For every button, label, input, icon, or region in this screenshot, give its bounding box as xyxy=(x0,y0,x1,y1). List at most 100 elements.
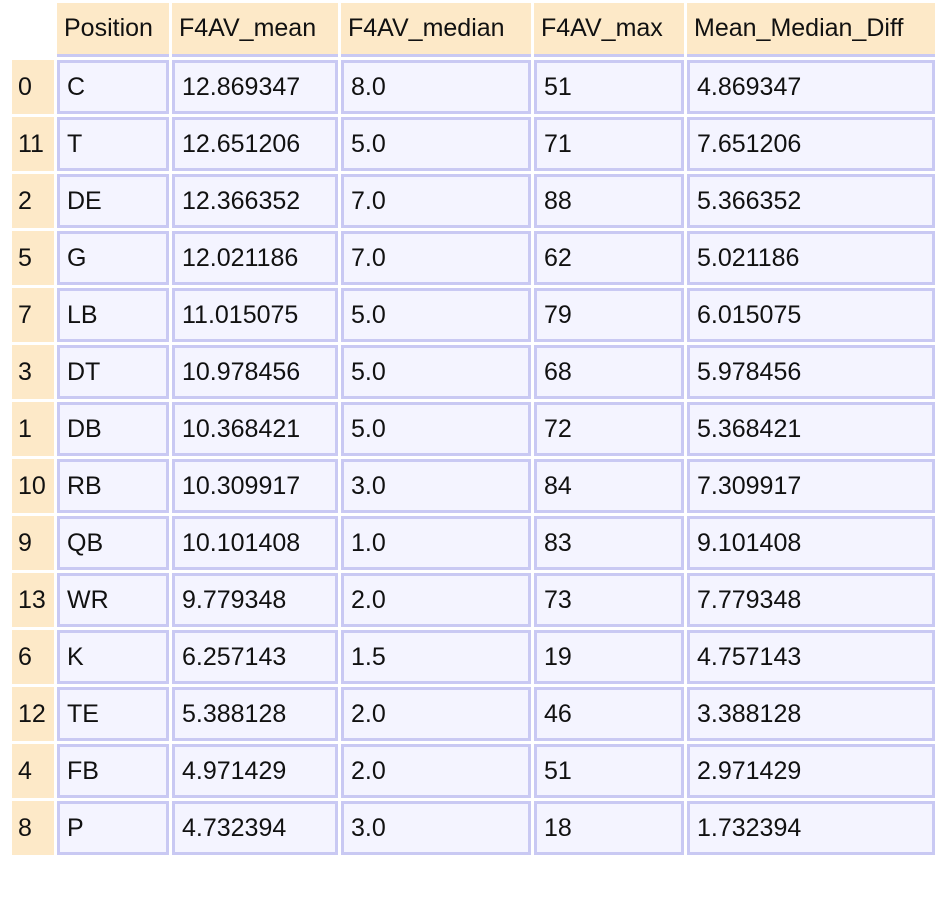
cell-f4av-median: 8.0 xyxy=(341,60,531,114)
row-index: 9 xyxy=(12,516,54,570)
cell-position: QB xyxy=(57,516,169,570)
table-row: 4 FB 4.971429 2.0 51 2.971429 xyxy=(12,744,935,798)
cell-mean-median-diff: 5.978456 xyxy=(687,345,935,399)
table-row: 7 LB 11.015075 5.0 79 6.015075 xyxy=(12,288,935,342)
cell-f4av-max: 83 xyxy=(534,516,684,570)
cell-f4av-max: 68 xyxy=(534,345,684,399)
cell-position: C xyxy=(57,60,169,114)
cell-f4av-median: 7.0 xyxy=(341,174,531,228)
cell-f4av-median: 2.0 xyxy=(341,744,531,798)
cell-f4av-max: 46 xyxy=(534,687,684,741)
cell-mean-median-diff: 7.651206 xyxy=(687,117,935,171)
cell-position: P xyxy=(57,801,169,855)
cell-position: RB xyxy=(57,459,169,513)
cell-mean-median-diff: 1.732394 xyxy=(687,801,935,855)
cell-f4av-median: 3.0 xyxy=(341,801,531,855)
cell-f4av-median: 2.0 xyxy=(341,573,531,627)
cell-position: FB xyxy=(57,744,169,798)
row-index: 0 xyxy=(12,60,54,114)
cell-position: DE xyxy=(57,174,169,228)
table-row: 6 K 6.257143 1.5 19 4.757143 xyxy=(12,630,935,684)
row-index: 4 xyxy=(12,744,54,798)
cell-f4av-mean: 12.869347 xyxy=(172,60,338,114)
header-row: Position F4AV_mean F4AV_median F4AV_max … xyxy=(12,3,935,57)
cell-f4av-median: 2.0 xyxy=(341,687,531,741)
cell-f4av-mean: 12.651206 xyxy=(172,117,338,171)
cell-position: T xyxy=(57,117,169,171)
table-row: 11 T 12.651206 5.0 71 7.651206 xyxy=(12,117,935,171)
cell-f4av-max: 51 xyxy=(534,60,684,114)
cell-f4av-max: 71 xyxy=(534,117,684,171)
row-index: 1 xyxy=(12,402,54,456)
cell-mean-median-diff: 5.021186 xyxy=(687,231,935,285)
cell-position: TE xyxy=(57,687,169,741)
column-header-f4av-median: F4AV_median xyxy=(341,3,531,57)
cell-mean-median-diff: 4.757143 xyxy=(687,630,935,684)
column-header-f4av-mean: F4AV_mean xyxy=(172,3,338,57)
row-index: 5 xyxy=(12,231,54,285)
cell-f4av-max: 72 xyxy=(534,402,684,456)
cell-mean-median-diff: 2.971429 xyxy=(687,744,935,798)
cell-f4av-median: 5.0 xyxy=(341,117,531,171)
cell-f4av-mean: 10.978456 xyxy=(172,345,338,399)
cell-f4av-mean: 5.388128 xyxy=(172,687,338,741)
cell-position: LB xyxy=(57,288,169,342)
cell-f4av-mean: 11.015075 xyxy=(172,288,338,342)
cell-f4av-mean: 10.368421 xyxy=(172,402,338,456)
row-index: 3 xyxy=(12,345,54,399)
row-index: 8 xyxy=(12,801,54,855)
row-index: 12 xyxy=(12,687,54,741)
cell-f4av-median: 5.0 xyxy=(341,345,531,399)
table-row: 3 DT 10.978456 5.0 68 5.978456 xyxy=(12,345,935,399)
cell-mean-median-diff: 7.309917 xyxy=(687,459,935,513)
cell-position: DT xyxy=(57,345,169,399)
cell-f4av-mean: 10.101408 xyxy=(172,516,338,570)
cell-mean-median-diff: 9.101408 xyxy=(687,516,935,570)
table-row: 5 G 12.021186 7.0 62 5.021186 xyxy=(12,231,935,285)
cell-f4av-mean: 9.779348 xyxy=(172,573,338,627)
cell-position: WR xyxy=(57,573,169,627)
cell-mean-median-diff: 4.869347 xyxy=(687,60,935,114)
cell-f4av-median: 5.0 xyxy=(341,402,531,456)
cell-f4av-mean: 6.257143 xyxy=(172,630,338,684)
table-row: 10 RB 10.309917 3.0 84 7.309917 xyxy=(12,459,935,513)
cell-f4av-max: 84 xyxy=(534,459,684,513)
table-body: 0 C 12.869347 8.0 51 4.869347 11 T 12.651206 5.0 7… xyxy=(12,60,935,855)
cell-f4av-mean: 12.366352 xyxy=(172,174,338,228)
cell-position: DB xyxy=(57,402,169,456)
cell-f4av-max: 18 xyxy=(534,801,684,855)
table-row: 2 DE 12.366352 7.0 88 5.366352 xyxy=(12,174,935,228)
cell-f4av-median: 5.0 xyxy=(341,288,531,342)
cell-f4av-mean: 10.309917 xyxy=(172,459,338,513)
table-row: 12 TE 5.388128 2.0 46 3.388128 xyxy=(12,687,935,741)
cell-f4av-mean: 4.732394 xyxy=(172,801,338,855)
cell-f4av-max: 88 xyxy=(534,174,684,228)
table-row: 1 DB 10.368421 5.0 72 5.368421 xyxy=(12,402,935,456)
table-row: 13 WR 9.779348 2.0 73 7.779348 xyxy=(12,573,935,627)
cell-f4av-mean: 4.971429 xyxy=(172,744,338,798)
table-row: 8 P 4.732394 3.0 18 1.732394 xyxy=(12,801,935,855)
index-header-corner xyxy=(12,3,54,57)
cell-mean-median-diff: 3.388128 xyxy=(687,687,935,741)
column-header-mean-median-diff: Mean_Median_Diff xyxy=(687,3,935,57)
row-index: 2 xyxy=(12,174,54,228)
row-index: 6 xyxy=(12,630,54,684)
row-index: 10 xyxy=(12,459,54,513)
cell-position: K xyxy=(57,630,169,684)
cell-f4av-max: 62 xyxy=(534,231,684,285)
cell-mean-median-diff: 5.368421 xyxy=(687,402,935,456)
cell-f4av-max: 51 xyxy=(534,744,684,798)
cell-position: G xyxy=(57,231,169,285)
row-index: 11 xyxy=(12,117,54,171)
table-header: Position F4AV_mean F4AV_median F4AV_max … xyxy=(12,3,935,57)
cell-f4av-max: 79 xyxy=(534,288,684,342)
cell-f4av-median: 1.5 xyxy=(341,630,531,684)
cell-f4av-max: 73 xyxy=(534,573,684,627)
cell-f4av-max: 19 xyxy=(534,630,684,684)
cell-mean-median-diff: 6.015075 xyxy=(687,288,935,342)
row-index: 7 xyxy=(12,288,54,342)
column-header-position: Position xyxy=(57,3,169,57)
column-header-f4av-max: F4AV_max xyxy=(534,3,684,57)
table-row: 0 C 12.869347 8.0 51 4.869347 xyxy=(12,60,935,114)
